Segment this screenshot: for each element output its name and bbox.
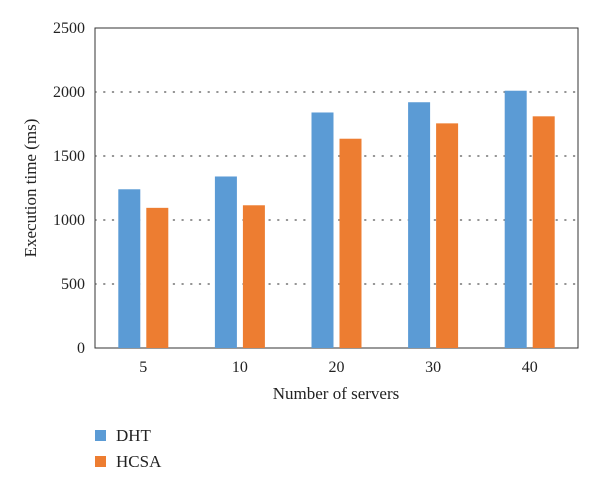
bar-hcsa-5 [146, 207, 169, 348]
bar-hcsa-40 [532, 116, 555, 348]
bar-dht-20 [311, 112, 334, 348]
x-axis-ticks: 5 10 20 30 40 [139, 359, 537, 376]
legend-swatch-dht [95, 430, 106, 441]
x-axis-title: Number of servers [273, 384, 400, 403]
bars [118, 90, 555, 349]
x-tick-label: 30 [425, 359, 441, 376]
y-tick-label: 0 [77, 340, 85, 357]
y-tick-label: 2500 [53, 20, 85, 37]
x-tick-label: 10 [232, 359, 248, 376]
bar-dht-30 [408, 102, 431, 349]
bar-hcsa-10 [242, 205, 265, 348]
bar-dht-10 [214, 176, 237, 348]
bar-dht-5 [118, 189, 141, 348]
y-tick-label: 1500 [53, 148, 85, 165]
bar-dht-40 [504, 90, 527, 348]
y-tick-label: 2000 [53, 84, 85, 101]
y-tick-label: 1000 [53, 212, 85, 229]
x-tick-label: 5 [139, 359, 147, 376]
y-axis-title: Execution time (ms) [21, 119, 40, 258]
bar-hcsa-30 [436, 123, 459, 348]
x-tick-label: 20 [329, 359, 345, 376]
bar-hcsa-20 [339, 138, 362, 348]
x-tick-label: 40 [522, 359, 538, 376]
y-tick-label: 500 [61, 276, 85, 293]
y-axis-ticks: 0 500 1000 1500 2000 2500 [53, 20, 85, 357]
legend: DHT HCSA [95, 426, 162, 471]
plot-frame [94, 27, 579, 349]
legend-label-hcsa: HCSA [116, 452, 162, 471]
legend-label-dht: DHT [116, 426, 152, 445]
legend-swatch-hcsa [95, 456, 106, 467]
